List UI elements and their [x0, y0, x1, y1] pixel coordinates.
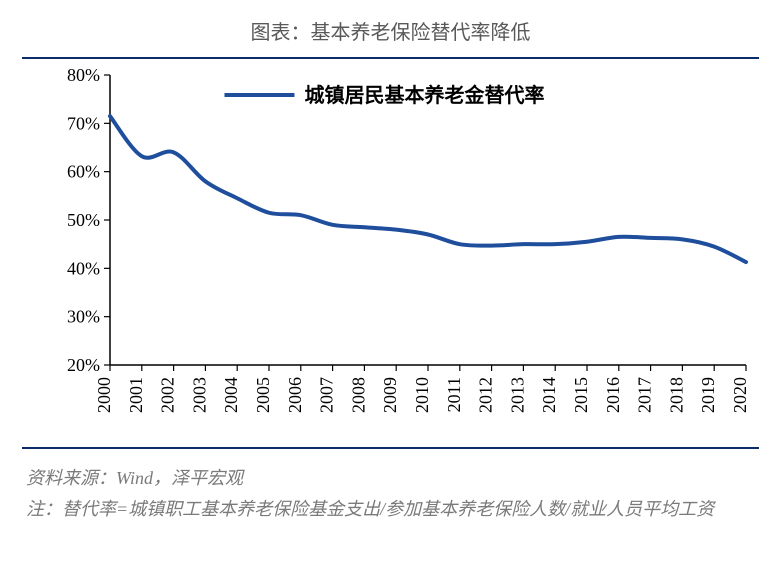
svg-text:2003: 2003: [189, 377, 209, 413]
svg-text:2016: 2016: [603, 377, 623, 413]
svg-text:2019: 2019: [698, 377, 718, 413]
legend: 城镇居民基本养老金替代率: [224, 83, 544, 107]
svg-text:2005: 2005: [253, 377, 273, 413]
svg-text:2010: 2010: [412, 377, 432, 413]
svg-text:2000: 2000: [94, 377, 114, 413]
chart-svg: 20%30%40%50%60%70%80% 200020012002200320…: [26, 65, 756, 445]
svg-text:2014: 2014: [539, 377, 559, 413]
note-line: 注：替代率=城镇职工基本养老保险基金支出/参加基本养老保险人数/就业人员平均工资: [26, 494, 755, 525]
svg-text:2013: 2013: [507, 377, 527, 413]
source-block: 资料来源：Wind，泽平宏观 注：替代率=城镇职工基本养老保险基金支出/参加基本…: [22, 455, 759, 524]
svg-text:2015: 2015: [571, 377, 591, 413]
top-divider: [22, 57, 759, 59]
figure-container: 图表：基本养老保险替代率降低 20% 30% 40% 50% 60% 70% 80% 200…: [0, 0, 781, 565]
svg-text:30%: 30%: [67, 307, 100, 327]
svg-text:2008: 2008: [348, 377, 368, 413]
title-row: 图表：基本养老保险替代率降低: [22, 10, 759, 55]
legend-label: 城镇居民基本养老金替代率: [304, 83, 544, 107]
svg-text:80%: 80%: [67, 65, 100, 85]
svg-text:2007: 2007: [317, 377, 337, 413]
x-axis-ticks: 2000 2001 2002 2003 2004 2005 2006 2007 2008 2009…: [94, 365, 750, 413]
svg-text:2012: 2012: [476, 377, 496, 413]
svg-text:2004: 2004: [221, 377, 241, 413]
svg-text:60%: 60%: [67, 162, 100, 182]
svg-text:20%: 20%: [67, 355, 100, 375]
y-axis-ticks: 20% 30% 40% 50% 60% 70% 80%: [67, 65, 110, 375]
chart-area: 20%30%40%50%60%70%80% 200020012002200320…: [26, 65, 756, 445]
svg-text:2002: 2002: [158, 377, 178, 413]
svg-text:2006: 2006: [285, 377, 305, 413]
svg-text:40%: 40%: [67, 258, 100, 278]
svg-text:50%: 50%: [67, 210, 100, 230]
chart-title: 图表：基本养老保险替代率降低: [251, 22, 531, 44]
svg-text:2009: 2009: [380, 377, 400, 413]
svg-text:70%: 70%: [67, 113, 100, 133]
svg-text:2001: 2001: [126, 377, 146, 413]
source-line: 资料来源：Wind，泽平宏观: [26, 463, 755, 494]
svg-text:2011: 2011: [444, 377, 464, 412]
line-series: [110, 116, 746, 262]
bottom-divider: [22, 447, 759, 449]
svg-text:2018: 2018: [666, 377, 686, 413]
svg-text:2020: 2020: [730, 377, 750, 413]
svg-text:2017: 2017: [635, 377, 655, 413]
